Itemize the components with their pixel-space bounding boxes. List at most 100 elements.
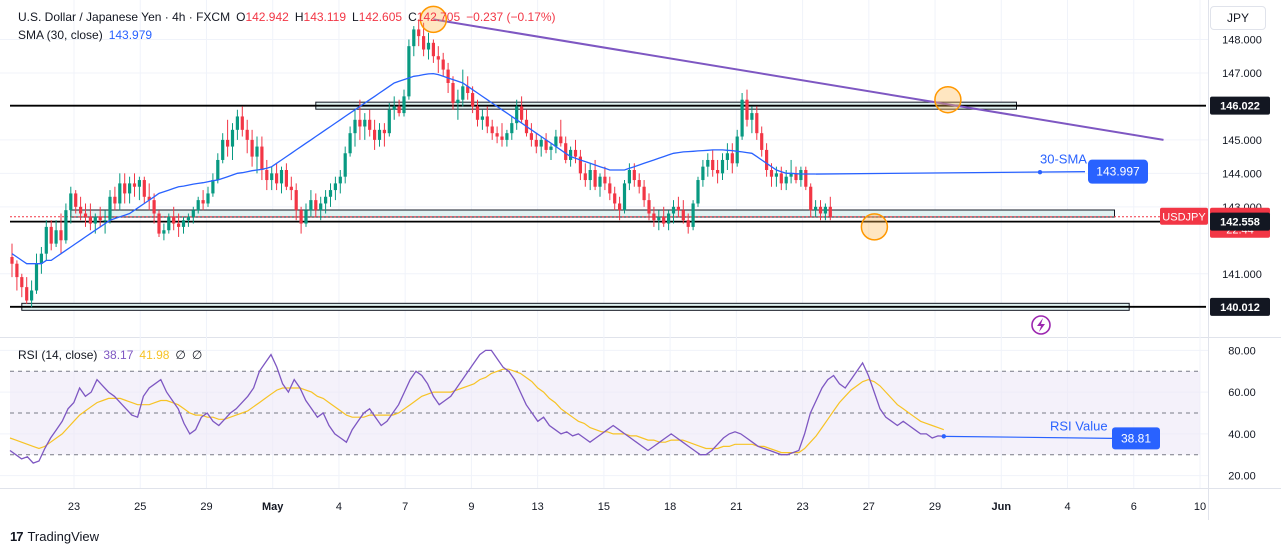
candle-body	[701, 166, 705, 181]
candlestick-series	[10, 19, 832, 308]
candle-body	[461, 86, 465, 100]
candle-body	[196, 200, 200, 211]
tradingview-logo[interactable]: 17 TradingView	[10, 529, 99, 544]
candle-body	[123, 183, 127, 194]
candle-body	[598, 176, 602, 187]
candle-body	[88, 216, 92, 224]
symbol-title[interactable]: U.S. Dollar / Japanese Yen · 4h · FXCM	[18, 10, 231, 24]
candle-body	[235, 116, 239, 130]
symbol-tag	[1160, 207, 1208, 225]
rsi-legend-empty-1: ∅	[175, 348, 186, 362]
candle-body	[735, 136, 739, 164]
tradingview-logo-icon: 17	[10, 529, 24, 544]
candle-body	[809, 186, 813, 211]
candle-body	[495, 133, 499, 137]
time-tick-label: 18	[664, 501, 676, 513]
candle-body	[652, 213, 656, 221]
rsi-legend-label: RSI (14, close)	[18, 348, 98, 362]
level-tag-label: 140.012	[1220, 302, 1260, 314]
candle-body	[289, 186, 293, 191]
low-value: 142.605	[358, 10, 403, 24]
candle-body	[828, 206, 832, 217]
candle-body	[309, 200, 313, 211]
time-tick-label: 29	[200, 501, 212, 513]
price-axis[interactable]: 148.000147.000145.000144.000143.000141.0…	[1222, 34, 1262, 280]
candle-body	[142, 180, 146, 197]
candle-body	[456, 99, 460, 104]
rsi-legend-empty-2: ∅	[191, 348, 203, 362]
candle-body	[466, 86, 470, 94]
candle-body	[569, 149, 573, 160]
candle-body	[54, 230, 58, 244]
candle-body	[265, 170, 269, 181]
candle-body	[500, 136, 504, 140]
rsi-tick-label: 80.00	[1228, 345, 1256, 357]
candle-body	[475, 106, 480, 120]
candle-body	[730, 153, 734, 164]
candle-body	[799, 170, 803, 181]
candle-body	[446, 69, 450, 83]
candle-body	[319, 203, 323, 211]
candle-body	[279, 170, 284, 184]
sma-legend[interactable]: SMA (30, close) 143.979	[18, 28, 152, 42]
trendline	[433, 18, 1164, 141]
candle-body	[118, 183, 122, 204]
candle-body	[662, 216, 666, 224]
candle-body	[402, 96, 406, 114]
candle-body	[314, 200, 318, 211]
candle-body	[515, 106, 519, 124]
candle-body	[583, 173, 587, 181]
candle-body	[593, 170, 597, 187]
level-tag	[1210, 212, 1270, 231]
candle-body	[755, 113, 759, 134]
time-tick-label: Jun	[992, 501, 1012, 513]
candle-body	[275, 173, 279, 184]
candle-body	[147, 196, 151, 201]
time-axis[interactable]: 23 25 29 May 4 7 9 13 15 18 21 23 27 29 Jun 4 6 10	[68, 501, 1206, 513]
candle-body	[108, 196, 112, 221]
time-tick-label: 25	[134, 501, 146, 513]
candle-body	[681, 210, 685, 221]
candle-body	[814, 206, 818, 211]
candle-body	[539, 139, 543, 147]
candle-body	[226, 139, 230, 147]
candle-body	[186, 216, 190, 221]
time-tick-label: 27	[863, 501, 875, 513]
candle-body	[622, 183, 627, 211]
rsi-axis[interactable]: 80.00 60.00 40.00 20.00	[1228, 345, 1256, 482]
candle-body	[412, 29, 416, 47]
currency-button[interactable]: JPY	[1210, 6, 1266, 30]
candle-body	[725, 153, 729, 160]
candle-body	[177, 223, 181, 227]
candle-body	[485, 116, 489, 127]
candle-body	[417, 29, 421, 37]
candle-body	[255, 146, 259, 157]
sma-legend-label: SMA (30, close)	[18, 28, 103, 42]
candle-body	[716, 170, 720, 174]
time-tick-label: 13	[532, 501, 544, 513]
candle-body	[578, 156, 582, 174]
candle-body	[10, 257, 14, 264]
rsi-band	[10, 370, 1200, 456]
candle-body	[740, 99, 744, 137]
candle-body	[93, 216, 97, 224]
candle-body	[818, 206, 823, 214]
candle-body	[686, 220, 690, 227]
candle-body	[520, 106, 524, 120]
candle-body	[373, 129, 377, 140]
candle-body	[30, 290, 34, 301]
rsi-callout-value: 38.81	[1121, 431, 1151, 445]
rsi-legend[interactable]: RSI (14, close) 38.17 41.98 ∅ ∅	[18, 348, 202, 362]
price-tags: 30-SMA143.997USDJPY142.70522:44146.02214…	[1040, 96, 1270, 316]
sma-point	[1037, 169, 1043, 175]
lightning-icon[interactable]	[1031, 315, 1051, 335]
candle-body	[240, 116, 244, 130]
rsi-tick-label: 20.00	[1228, 471, 1256, 483]
support-resistance-zones	[21, 101, 1130, 311]
candle-body	[657, 216, 661, 221]
price-tick-label: 148.000	[1222, 34, 1262, 46]
candle-body	[706, 159, 710, 167]
candle-body	[647, 200, 651, 214]
candle-body	[823, 206, 827, 214]
candle-body	[769, 170, 774, 177]
